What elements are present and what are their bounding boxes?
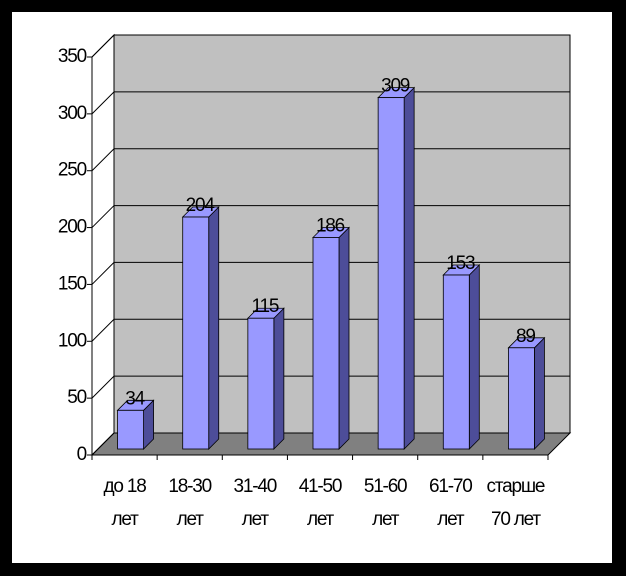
bar-side xyxy=(208,206,220,450)
grid-line xyxy=(91,261,570,285)
grid-line xyxy=(91,375,570,399)
x-tick-label: 51-60 лет xyxy=(363,476,408,530)
y-tick-label: 200 xyxy=(58,217,87,238)
value-label: 186 xyxy=(316,216,345,237)
value-label: 89 xyxy=(516,326,535,347)
x-tick-label: старше 70 лет xyxy=(486,476,546,530)
y-tick-label: 150 xyxy=(58,273,87,294)
bar-side xyxy=(468,264,480,450)
bar-side xyxy=(338,226,350,450)
y-tick-label: 100 xyxy=(58,330,87,351)
bar-side xyxy=(403,86,415,450)
bar xyxy=(312,237,340,450)
bar xyxy=(247,317,275,450)
x-tick-label: 31-40 лет xyxy=(233,476,278,530)
side-wall xyxy=(91,33,115,457)
grid-line xyxy=(91,205,570,228)
y-tick-label: 250 xyxy=(58,160,87,181)
bar xyxy=(377,97,405,450)
value-label: 204 xyxy=(186,195,216,216)
value-label: 153 xyxy=(446,253,475,274)
x-tick-label: до 18 лет xyxy=(103,476,147,530)
bar-side xyxy=(273,307,285,450)
bar xyxy=(117,409,144,450)
grid-line xyxy=(91,34,570,58)
x-tick-label: 41-50 лет xyxy=(298,476,343,530)
grid-line xyxy=(91,432,570,456)
bar-side xyxy=(534,336,545,450)
grid-line xyxy=(91,148,570,172)
grid-line xyxy=(91,91,570,115)
y-tick-label: 50 xyxy=(67,387,86,408)
bar xyxy=(182,216,210,450)
y-tick-label: 300 xyxy=(58,103,87,124)
y-tick-label: 0 xyxy=(77,444,87,465)
grid-line xyxy=(91,318,570,342)
value-label: 34 xyxy=(125,388,145,409)
bar xyxy=(442,274,470,450)
y-tick-label: 350 xyxy=(58,46,87,67)
x-tick-label: 61-70 лет xyxy=(428,476,473,530)
value-label: 115 xyxy=(252,296,279,317)
x-tick-label: 18-30 лет xyxy=(168,476,212,530)
bar xyxy=(508,347,535,450)
value-label: 309 xyxy=(381,76,410,97)
